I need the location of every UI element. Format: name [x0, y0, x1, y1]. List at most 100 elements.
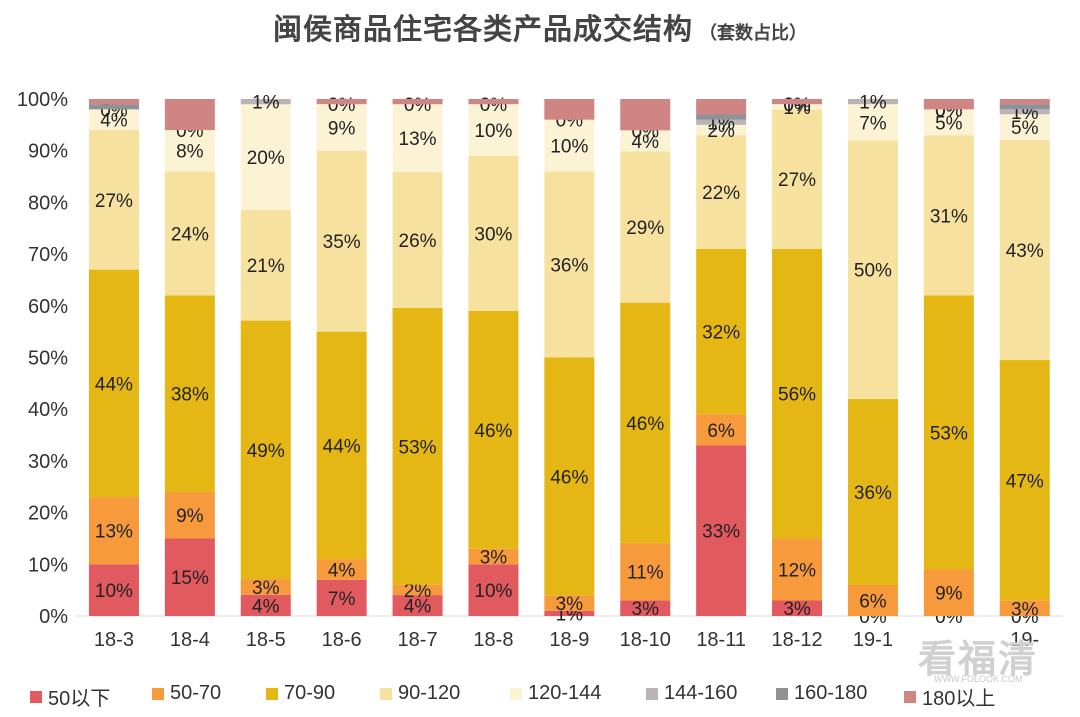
data-label: 8% — [176, 142, 204, 163]
legend-swatch — [510, 687, 522, 700]
y-tick-label: 40% — [28, 399, 68, 421]
y-tick-label: 0% — [39, 606, 68, 628]
data-label: 4% — [252, 596, 280, 617]
bar-segment-70-90 — [544, 357, 595, 596]
bar-segment-50-70 — [696, 414, 747, 446]
data-label: 0% — [480, 95, 508, 116]
data-label: 1% — [859, 93, 887, 114]
bar-segment-90-120 — [468, 155, 519, 311]
bar-segment-90-120 — [164, 171, 215, 296]
data-label: 9% — [935, 584, 963, 605]
bar-segment-70-90 — [164, 295, 215, 492]
data-label: 4% — [632, 132, 660, 153]
bar-segment-180以上 — [468, 99, 519, 105]
bar-segment-50-70 — [544, 595, 595, 611]
y-tick-label: 60% — [28, 296, 68, 318]
bar-segment-50-70 — [923, 569, 974, 616]
bar-segment-120-144 — [544, 119, 595, 172]
data-label: 38% — [171, 385, 209, 406]
data-label: 13% — [399, 129, 437, 150]
chart-title-main: 闽侯商品住宅各类产品成交结构 — [272, 14, 693, 46]
legend-swatch — [266, 687, 278, 700]
data-label: 7% — [328, 589, 356, 610]
data-label: 22% — [702, 183, 740, 204]
bar-segment-70-90 — [923, 295, 974, 570]
data-label: 3% — [556, 594, 584, 615]
y-tick-label: 90% — [28, 141, 68, 163]
bar-segment-50-70 — [240, 579, 291, 595]
data-label: 7% — [859, 113, 887, 134]
bar-segment-90-120 — [620, 151, 671, 303]
x-tick-label: 18-11 — [696, 629, 746, 651]
legend-swatch — [904, 690, 916, 703]
bar-segment-160-180 — [696, 114, 747, 120]
data-label: 10% — [95, 581, 133, 602]
legend-swatch — [30, 690, 42, 703]
bar-segment-180以上 — [999, 99, 1050, 105]
x-tick-label: 18-6 — [322, 629, 362, 651]
bar-segment-50以下 — [392, 595, 443, 616]
bar-segment-180以上 — [923, 99, 974, 110]
data-label: 49% — [247, 441, 285, 462]
bar-segment-120-144 — [88, 109, 139, 131]
x-tick-label: 18-5 — [246, 629, 286, 651]
bar-segment-90-120 — [999, 139, 1050, 361]
bar-segment-180以上 — [316, 99, 367, 105]
bar-segment-70-90 — [620, 302, 671, 543]
bar-segment-50-70 — [847, 584, 898, 616]
bar-segment-180以上 — [772, 99, 823, 105]
bar-segment-120-144 — [164, 130, 215, 172]
chart-legend: 50以下 50-70 70-90 90-120 120-144 144-160 160-18… — [0, 682, 1080, 712]
bar-segment-70-90 — [847, 398, 898, 585]
bar-segment-144-160 — [847, 99, 898, 105]
stacked-bar-chart: 0% 10% 20% 30% 40% 50% 60% 70% 80% 90% 100% 10% 13% 4… — [17, 89, 1063, 651]
legend-swatch — [380, 687, 392, 700]
data-label: 44% — [95, 374, 133, 395]
data-label: 6% — [859, 591, 887, 612]
data-label: 5% — [935, 113, 963, 134]
bar-segment-144-160 — [240, 99, 291, 105]
bar-segment-90-120 — [392, 172, 443, 308]
data-label: 5% — [1011, 118, 1039, 139]
bar-segment-120-144 — [316, 104, 367, 151]
bar-segment-90-120 — [696, 135, 747, 249]
legend-label: 160-180 — [794, 682, 868, 704]
legend-item: 144-160 — [646, 682, 737, 705]
y-tick-label: 70% — [28, 244, 68, 266]
x-tick-label: 18-4 — [170, 629, 210, 651]
bar-segment-144-160 — [696, 119, 747, 125]
legend-label: 120-144 — [528, 682, 602, 704]
data-label: 12% — [778, 560, 816, 581]
legend-item: 120-144 — [510, 682, 601, 705]
x-tick-label: 18-12 — [771, 629, 822, 651]
bar-segment-70-90 — [468, 310, 519, 549]
data-label: 27% — [95, 191, 133, 212]
legend-item: 90-120 — [380, 682, 460, 705]
bar-segment-70-90 — [240, 320, 291, 580]
bar-segment-70-90 — [316, 331, 367, 560]
x-tick-label: 18-9 — [549, 629, 589, 651]
legend-item: 50以下 — [30, 682, 110, 711]
bar-segment-180以上 — [164, 99, 215, 131]
bar-segment-90-120 — [544, 171, 595, 358]
data-label: 44% — [323, 436, 361, 457]
data-label: 0% — [783, 95, 811, 116]
bar-segment-50以下 — [620, 600, 671, 616]
data-label: 3% — [252, 578, 280, 599]
bar-segment-50-70 — [620, 542, 671, 601]
x-tick-label: 19- — [1010, 629, 1039, 651]
bar-segment-50-70 — [999, 600, 1050, 616]
data-label: 43% — [1006, 241, 1044, 262]
legend-label: 70-90 — [284, 682, 336, 704]
bar-segment-120-144 — [923, 109, 974, 136]
data-label: 31% — [930, 206, 968, 227]
legend-label: 90-120 — [398, 682, 461, 704]
data-label: 4% — [404, 597, 432, 618]
bar-segment-50以下 — [696, 445, 747, 616]
data-label: 32% — [702, 323, 740, 344]
legend-label: 144-160 — [664, 682, 738, 704]
bar-segment-120-144 — [847, 104, 898, 141]
x-tick-label: 18-10 — [620, 629, 671, 651]
bar-segment-50以下 — [772, 600, 823, 616]
data-label: 4% — [328, 560, 356, 581]
